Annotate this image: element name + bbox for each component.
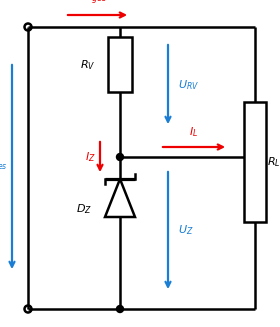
Text: $D_Z$: $D_Z$	[76, 202, 92, 216]
Text: $U_Z$: $U_Z$	[178, 223, 193, 237]
Bar	[244, 102, 266, 222]
Text: $I_L$: $I_L$	[190, 125, 199, 139]
Text: $I_{ges}$: $I_{ges}$	[88, 0, 106, 7]
Text: $R_L$: $R_L$	[267, 155, 280, 169]
Text: $R_V$: $R_V$	[80, 58, 95, 72]
Circle shape	[116, 305, 123, 313]
Polygon shape	[105, 179, 135, 217]
Text: $U_{ges}$: $U_{ges}$	[0, 159, 8, 175]
Text: $I_Z$: $I_Z$	[85, 150, 96, 164]
Bar	[108, 37, 132, 92]
Text: $U_{RV}$: $U_{RV}$	[178, 78, 199, 92]
Circle shape	[116, 153, 123, 161]
